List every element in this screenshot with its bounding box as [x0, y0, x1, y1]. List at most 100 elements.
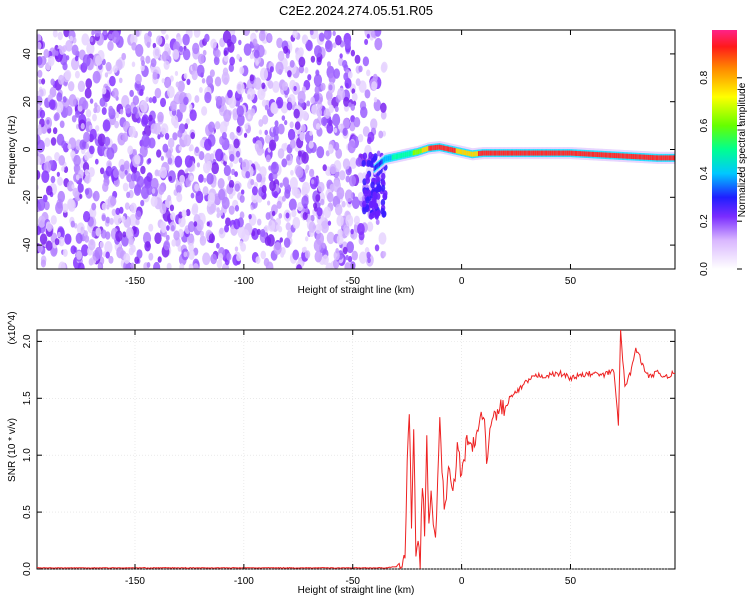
noise-speckle: [311, 104, 318, 115]
noise-speckle: [380, 110, 387, 120]
noise-speckle: [285, 222, 291, 231]
ridge-core: [483, 150, 486, 156]
noise-speckle: [50, 78, 55, 86]
noise-speckle: [62, 248, 68, 257]
noise-speckle: [102, 182, 109, 193]
noise-speckle: [342, 158, 351, 170]
transition-speckle: [380, 184, 386, 192]
ridge-core: [666, 155, 669, 161]
noise-speckle: [55, 50, 59, 56]
ridge-core: [399, 153, 402, 159]
noise-speckle: [323, 206, 332, 219]
ridge-core: [412, 150, 415, 156]
noise-speckle: [203, 177, 207, 183]
noise-speckle: [141, 60, 145, 67]
ridge-core: [657, 155, 660, 161]
noise-speckle: [234, 246, 239, 252]
ridge-core: [492, 150, 495, 156]
noise-speckle: [355, 78, 361, 86]
noise-speckle: [118, 206, 124, 214]
ridge-core: [553, 150, 557, 156]
noise-speckle: [372, 73, 378, 82]
ridge-core: [589, 151, 592, 157]
noise-speckle: [139, 100, 148, 113]
noise-speckle: [256, 173, 263, 183]
heatmap-y-tick-label: -40: [22, 237, 33, 252]
noise-speckle: [295, 166, 304, 179]
ridge-core: [421, 147, 425, 153]
noise-speckle: [120, 164, 125, 172]
ridge-core: [489, 150, 492, 156]
noise-speckle: [94, 246, 103, 260]
ridge-core: [432, 145, 435, 151]
noise-speckle: [89, 145, 95, 155]
noise-speckle: [278, 212, 283, 219]
noise-speckle: [261, 114, 269, 125]
colorbar-ticks: 0.0 0.2 0.4 0.6 0.8: [699, 70, 742, 276]
noise-speckle: [227, 175, 232, 181]
noise-speckle: [205, 160, 213, 171]
noise-speckle: [243, 43, 252, 56]
ridge-core: [481, 150, 485, 156]
ridge-core: [468, 151, 472, 157]
noise-speckle: [37, 127, 43, 136]
snr-panel: -150 -100 -50 0 50 0.0 0.5 1.0 1.5 2.0 (x10^4) H…: [7, 311, 676, 596]
ridge-core: [590, 151, 593, 157]
noise-speckle: [135, 73, 142, 85]
ridge-core: [416, 149, 419, 155]
noise-speckle: [81, 33, 90, 46]
ridge-core: [444, 145, 447, 151]
noise-speckle: [94, 158, 99, 165]
noise-speckle: [339, 53, 343, 59]
noise-speckle: [50, 175, 56, 184]
noise-speckle: [351, 92, 358, 102]
colorbar-tick-label: 0.4: [699, 166, 710, 180]
ridge-core: [445, 146, 448, 152]
noise-speckle: [337, 87, 346, 101]
noise-speckle: [43, 48, 50, 59]
noise-speckle: [219, 227, 224, 235]
noise-speckle: [135, 112, 140, 119]
noise-speckle: [108, 33, 113, 40]
noise-speckle: [371, 81, 378, 91]
noise-speckle: [41, 170, 50, 183]
noise-speckle: [160, 123, 169, 136]
noise-speckle: [38, 78, 42, 85]
ridge-core: [498, 150, 502, 156]
noise-speckle: [333, 68, 341, 79]
noise-speckle: [235, 150, 241, 158]
ridge-core: [425, 146, 428, 152]
ridge-core: [637, 154, 640, 160]
noise-speckle: [183, 96, 189, 106]
noise-speckle: [166, 77, 171, 84]
noise-speckle: [314, 250, 323, 263]
noise-speckle: [56, 92, 63, 102]
noise-speckle: [156, 35, 163, 46]
noise-speckle: [321, 116, 328, 127]
noise-speckle: [308, 168, 315, 178]
noise-speckle: [357, 133, 364, 143]
heatmap-x-label: Height of straight line (km): [298, 285, 415, 296]
noise-speckle: [366, 221, 374, 232]
noise-speckle: [126, 191, 131, 199]
noise-speckle: [264, 104, 269, 111]
noise-speckle: [54, 238, 60, 246]
noise-speckle: [56, 133, 65, 146]
ridge-core: [510, 150, 513, 156]
noise-speckle: [141, 116, 148, 127]
snr-x-label: Height of straight line (km): [298, 585, 415, 596]
ridge-core: [621, 153, 624, 159]
noise-speckle: [326, 231, 335, 245]
ridge-core: [629, 153, 632, 159]
noise-speckle: [272, 80, 280, 93]
ridge-core: [400, 152, 404, 158]
noise-speckle: [104, 72, 109, 78]
ridge-core: [660, 155, 664, 161]
ridge-core: [514, 150, 517, 156]
noise-speckle: [223, 77, 229, 86]
ridge-core: [585, 151, 588, 157]
noise-speckle: [121, 234, 129, 247]
noise-speckle: [206, 173, 214, 185]
noise-speckle: [370, 118, 378, 130]
ridge-core: [430, 145, 434, 151]
